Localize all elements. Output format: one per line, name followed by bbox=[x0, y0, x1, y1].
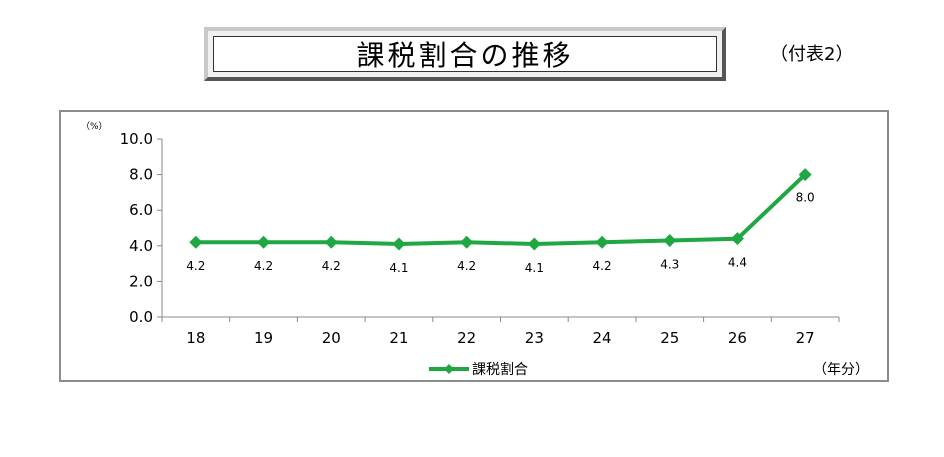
page-title: 課税割合の推移 bbox=[213, 36, 717, 72]
y-tick-label: 10.0 bbox=[120, 130, 153, 148]
data-label: 4.2 bbox=[593, 259, 612, 273]
data-point bbox=[392, 237, 406, 251]
title-frame: 課税割合の推移 bbox=[204, 27, 726, 81]
data-point bbox=[730, 232, 744, 246]
data-label: 4.2 bbox=[322, 259, 341, 273]
x-unit-label: （年分） bbox=[813, 362, 869, 378]
x-tick-label: 21 bbox=[389, 329, 408, 347]
x-tick-label: 27 bbox=[796, 329, 815, 347]
data-label: 4.4 bbox=[728, 256, 747, 270]
data-label: 8.0 bbox=[796, 191, 815, 205]
data-point bbox=[460, 235, 474, 249]
data-point bbox=[257, 235, 271, 249]
x-tick-label: 24 bbox=[593, 329, 612, 347]
data-point bbox=[798, 168, 812, 182]
x-tick-label: 20 bbox=[322, 329, 341, 347]
y-tick-label: 4.0 bbox=[129, 237, 153, 255]
y-tick-label: 8.0 bbox=[129, 166, 153, 184]
y-tick-label: 0.0 bbox=[129, 308, 153, 326]
x-tick-label: 23 bbox=[525, 329, 544, 347]
data-label: 4.3 bbox=[660, 257, 679, 271]
data-label: 4.1 bbox=[525, 261, 544, 275]
data-label: 4.2 bbox=[186, 259, 205, 273]
data-point bbox=[324, 235, 338, 249]
chart-frame: 0.0 2.0 4.0 6.0 8.0 10.0 （%） 18 19 20 21 22 23 24 25 26… bbox=[59, 110, 889, 382]
data-point bbox=[663, 233, 677, 247]
x-tick-label: 19 bbox=[254, 329, 273, 347]
x-tick-label: 22 bbox=[457, 329, 476, 347]
legend-label: 課税割合 bbox=[472, 361, 528, 378]
data-point bbox=[527, 237, 541, 251]
y-tick-label: 6.0 bbox=[129, 201, 153, 219]
data-label: 4.2 bbox=[254, 259, 273, 273]
x-tick-label: 18 bbox=[186, 329, 205, 347]
data-point bbox=[595, 235, 609, 249]
x-tick-label: 25 bbox=[660, 329, 679, 347]
series-line bbox=[195, 173, 807, 246]
appendix-label: （付表2） bbox=[770, 44, 854, 65]
y-unit-label: （%） bbox=[81, 121, 108, 132]
legend-marker bbox=[444, 364, 454, 374]
line-chart: 0.0 2.0 4.0 6.0 8.0 10.0 （%） 18 19 20 21 22 23 24 25 26… bbox=[81, 121, 869, 378]
data-point bbox=[189, 235, 203, 249]
y-tick-label: 2.0 bbox=[129, 272, 153, 290]
data-label: 4.2 bbox=[457, 259, 476, 273]
data-label: 4.1 bbox=[389, 261, 408, 275]
x-tick-label: 26 bbox=[728, 329, 747, 347]
